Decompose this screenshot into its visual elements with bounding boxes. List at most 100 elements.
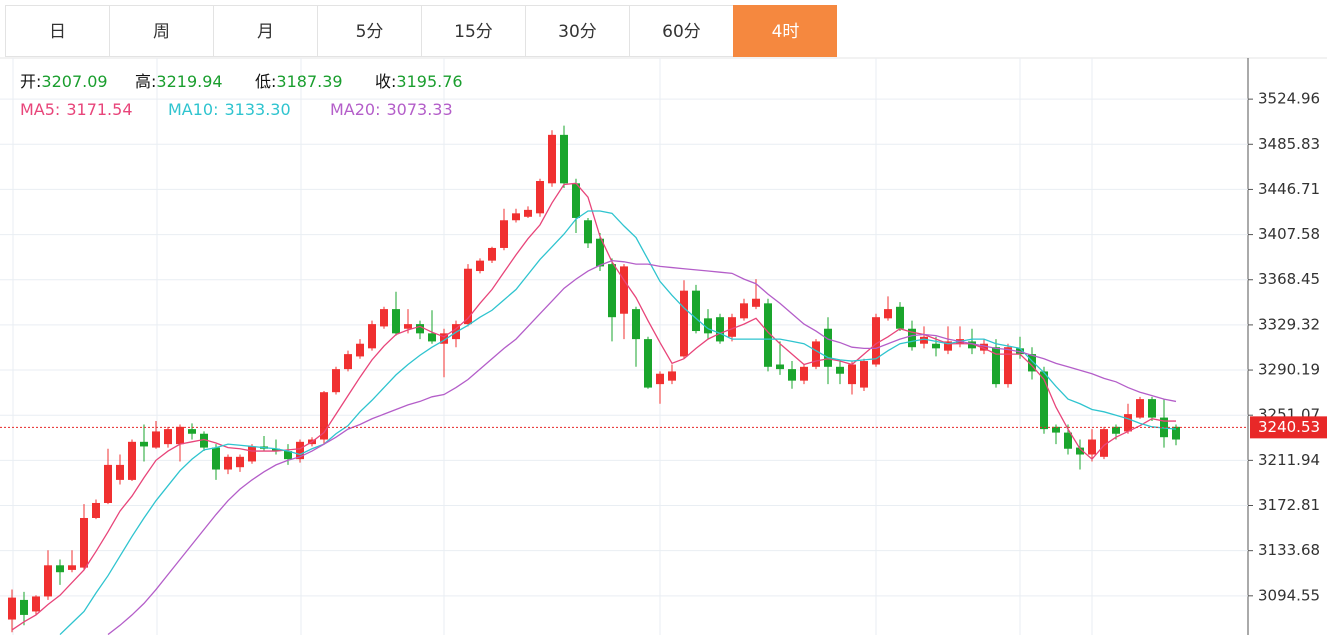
candle-body xyxy=(476,260,484,272)
candle-body xyxy=(1100,429,1108,457)
candle-body xyxy=(332,369,340,393)
candle-body xyxy=(812,341,820,367)
candle-body xyxy=(1004,347,1012,385)
candle-body xyxy=(1052,426,1060,433)
ma-legend: MA20: 3073.33 xyxy=(330,100,453,119)
candle-body xyxy=(68,565,76,570)
candle-body xyxy=(752,298,760,307)
ohlc-value: 3207.09 xyxy=(41,72,107,91)
candle-body xyxy=(1028,354,1036,372)
candle-body xyxy=(392,309,400,334)
candle-body xyxy=(344,354,352,370)
candle-body xyxy=(740,303,748,319)
candle-body xyxy=(608,264,616,318)
candle-body xyxy=(416,324,424,334)
candle-body xyxy=(8,597,16,620)
ma-legend-value: 3073.33 xyxy=(387,100,453,119)
candle-body xyxy=(188,429,196,434)
candle-body xyxy=(872,317,880,365)
candle-body xyxy=(860,361,868,388)
y-tick-label: 3524.96 xyxy=(1258,90,1320,108)
period-tab[interactable]: 5分 xyxy=(317,5,421,57)
candle-body xyxy=(884,309,892,319)
candle-body xyxy=(320,392,328,440)
ohlc-info: 高:3219.94 xyxy=(135,72,223,91)
candle-body xyxy=(896,306,904,329)
ma-legend: MA10: 3133.30 xyxy=(168,100,291,119)
candle-body xyxy=(548,134,556,184)
candle-body xyxy=(440,333,448,344)
candle-body xyxy=(1064,432,1072,449)
candle-body xyxy=(776,364,784,370)
candle-body xyxy=(704,318,712,334)
candle-body xyxy=(920,336,928,344)
candle-body xyxy=(368,324,376,349)
candle-body xyxy=(584,220,592,244)
period-tab[interactable]: 60分 xyxy=(629,5,733,57)
period-tab[interactable]: 30分 xyxy=(525,5,629,57)
candle-body xyxy=(524,209,532,217)
y-tick-label: 3407.58 xyxy=(1258,225,1320,243)
candle-body xyxy=(692,290,700,332)
ohlc-label: 开: xyxy=(20,72,41,91)
candle-body xyxy=(236,456,244,468)
ma-line xyxy=(59,210,1177,635)
candle-body xyxy=(56,565,64,573)
candle-body xyxy=(356,343,364,357)
last-price-label: 3240.53 xyxy=(1258,418,1320,436)
candle-body xyxy=(488,247,496,261)
ma-line xyxy=(11,182,1176,631)
y-tick-label: 3211.94 xyxy=(1258,451,1320,469)
y-tick-label: 3485.83 xyxy=(1258,135,1320,153)
candle-body xyxy=(176,426,184,445)
candle-body xyxy=(824,328,832,367)
candle-body xyxy=(980,343,988,351)
candle-body xyxy=(680,290,688,357)
candle-body xyxy=(464,268,472,325)
candle-body xyxy=(1136,399,1144,418)
candle-body xyxy=(224,456,232,470)
period-tab[interactable]: 15分 xyxy=(421,5,525,57)
candle-body xyxy=(512,213,520,221)
candle-body xyxy=(1172,426,1180,440)
ma-legend-label: MA10: xyxy=(168,100,219,119)
candle-body xyxy=(560,134,568,184)
candle-body xyxy=(272,448,280,452)
candle-body xyxy=(836,366,844,374)
candle-body xyxy=(728,317,736,337)
candle-body xyxy=(656,373,664,385)
period-tab[interactable]: 4时 xyxy=(733,5,837,57)
candle-body xyxy=(80,517,88,568)
candle-body xyxy=(908,328,916,348)
candle-body xyxy=(284,451,292,460)
ma-legend: MA5: 3171.54 xyxy=(20,100,133,119)
candle-body xyxy=(116,464,124,480)
period-tab[interactable]: 月 xyxy=(213,5,317,57)
y-tick-label: 3133.68 xyxy=(1258,541,1320,559)
candle-body xyxy=(200,433,208,448)
y-tick-label: 3094.55 xyxy=(1258,586,1320,604)
y-tick-label: 3290.19 xyxy=(1258,361,1320,379)
candle-body xyxy=(644,339,652,388)
last-price-box xyxy=(1250,416,1327,439)
y-tick-label: 3172.81 xyxy=(1258,496,1320,514)
candle-body xyxy=(404,324,412,329)
ohlc-label: 收: xyxy=(375,72,396,91)
period-tab[interactable]: 周 xyxy=(109,5,213,57)
candle-body xyxy=(44,565,52,597)
period-tab[interactable]: 日 xyxy=(5,5,109,57)
candle-body xyxy=(32,596,40,612)
candle-body xyxy=(296,441,304,460)
ma-line xyxy=(107,259,1177,635)
candle-body xyxy=(152,431,160,448)
ohlc-value: 3219.94 xyxy=(156,72,222,91)
candle-body xyxy=(944,341,952,351)
candle-body xyxy=(848,364,856,385)
candle-body xyxy=(1124,414,1132,432)
ma-legend-label: MA5: xyxy=(20,100,60,119)
ohlc-label: 高: xyxy=(135,72,156,91)
candle-body xyxy=(500,220,508,248)
candle-body xyxy=(212,447,220,470)
candle-body xyxy=(140,441,148,447)
